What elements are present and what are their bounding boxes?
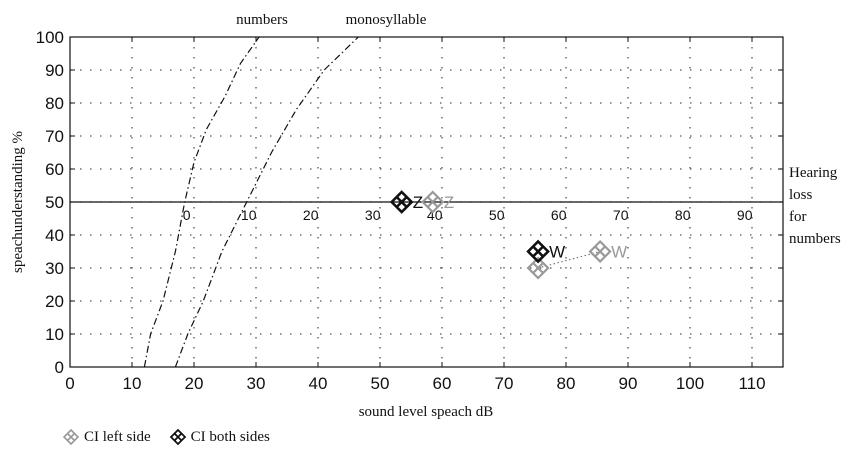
monosyllable-curve	[174, 36, 359, 368]
x-tick-label: 0	[65, 374, 74, 393]
ci-left-side-point-label: Z	[444, 193, 454, 212]
hearing-loss-scale-label: 60	[551, 207, 567, 223]
reference-line-label-line: loss	[789, 187, 813, 203]
hearing-loss-scale-label: 70	[613, 207, 629, 223]
ci-both-sides-marker	[526, 239, 550, 264]
legend-label-ci-both-sides: CI both sides	[190, 428, 270, 445]
markers: Z W Z W	[389, 190, 627, 280]
hearing-loss-scale-label: 20	[303, 207, 319, 223]
numbers-curve	[143, 36, 260, 368]
x-tick-label: 50	[371, 374, 390, 393]
x-tick-label: 40	[309, 374, 328, 393]
reference-line-label-line: for	[789, 209, 807, 225]
y-tick-label: 50	[45, 193, 64, 212]
ci-left-side-marker	[421, 190, 445, 214]
reference-line-label: Hearing loss for numbers	[789, 165, 841, 247]
curves	[143, 36, 359, 368]
connector-line	[537, 250, 601, 269]
hearing-loss-scale-label: 10	[241, 207, 257, 223]
hearing-loss-scale-label: 90	[737, 207, 753, 223]
y-tick-label: 70	[45, 127, 64, 146]
reference-line-label-line: numbers	[789, 231, 841, 247]
ci-left-side-marker-icon	[62, 428, 80, 446]
y-tick-labels: 0 10 20 30 40 50 60 70 80 90 100	[36, 28, 64, 377]
monosyllable-curve-label: monosyllable	[346, 12, 427, 28]
y-tick-label: 10	[45, 325, 64, 344]
x-tick-label: 80	[557, 374, 576, 393]
y-tick-label: 60	[45, 160, 64, 179]
numbers-curve-label: numbers	[236, 12, 288, 28]
x-tick-label: 10	[123, 374, 142, 393]
x-tick-label: 110	[738, 374, 765, 393]
x-tick-label: 30	[247, 374, 266, 393]
reference-line-label-line: Hearing	[789, 165, 838, 181]
x-tick-label: 60	[433, 374, 452, 393]
hearing-loss-scale-label: 80	[675, 207, 691, 223]
y-axis-label: speachunderstanding %	[10, 131, 26, 273]
legend: CI left side CI both sides	[62, 428, 270, 446]
x-tick-label: 90	[619, 374, 638, 393]
y-tick-label: 0	[55, 358, 64, 377]
x-tick-label: 100	[676, 374, 704, 393]
x-tick-label: 70	[495, 374, 514, 393]
hearing-loss-scale-label: 30	[365, 207, 381, 223]
ci-both-sides-point-label: Z	[413, 193, 423, 212]
y-tick-label: 90	[45, 61, 64, 80]
hearing-loss-scale: 0 10 20 30 40 50 60 70 80 90	[183, 207, 753, 223]
legend-item-ci-left-side: CI left side	[62, 428, 151, 446]
x-tick-label: 20	[185, 374, 204, 393]
ci-left-side-marker	[588, 239, 612, 264]
hearing-loss-scale-label: 50	[489, 207, 505, 223]
y-tick-label: 20	[45, 292, 64, 311]
x-axis-label: sound level speach dB	[359, 404, 494, 420]
ci-both-sides-point-label: W	[549, 243, 565, 262]
ci-left-side-marker	[526, 256, 550, 280]
y-tick-label: 80	[45, 94, 64, 113]
ci-left-side-point-label: W	[611, 243, 627, 262]
ci-both-sides-marker	[389, 190, 414, 214]
curve-labels: numbers monosyllable	[236, 12, 427, 28]
legend-item-ci-both-sides: CI both sides	[169, 428, 270, 446]
hearing-loss-scale-label: 0	[183, 207, 191, 223]
y-tick-label: 100	[36, 28, 64, 47]
x-tick-labels: 0 10 20 30 40 50 60 70 80 90 100 110	[65, 374, 765, 393]
ci-both-sides-marker-icon	[169, 428, 186, 446]
y-tick-label: 30	[45, 259, 64, 278]
y-tick-label: 40	[45, 226, 64, 245]
legend-label-ci-left-side: CI left side	[84, 428, 151, 445]
